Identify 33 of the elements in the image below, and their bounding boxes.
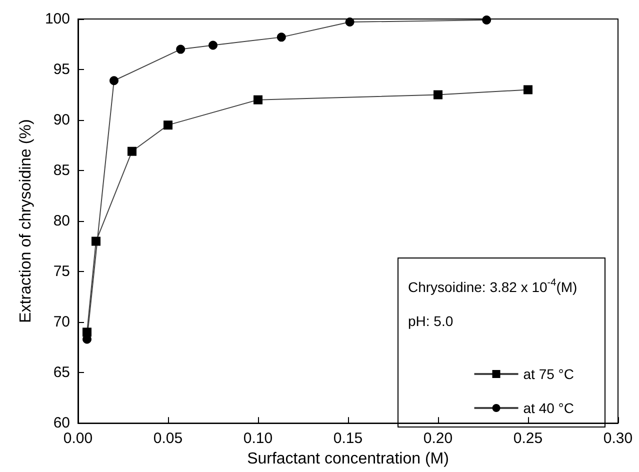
- y-tick-label: 80: [53, 212, 70, 230]
- point: [92, 236, 100, 246]
- x-tick-label: 0.10: [243, 430, 273, 448]
- point: [482, 16, 492, 25]
- y-tick-label: 75: [53, 263, 70, 280]
- y-tick-label: 85: [53, 162, 70, 180]
- point: [254, 95, 262, 104]
- point: [434, 90, 442, 100]
- legend-label: at 40 °C: [523, 400, 574, 416]
- x-tick-label: 0.30: [603, 430, 633, 448]
- point: [128, 146, 136, 156]
- point: [208, 40, 218, 50]
- point: [176, 44, 186, 54]
- y-tick-label: 95: [53, 61, 70, 78]
- point: [345, 18, 354, 27]
- y-tick-label: 100: [44, 10, 70, 28]
- x-tick-label: 0.05: [153, 430, 183, 448]
- x-axis-title: Surfactant concentration (M): [247, 450, 449, 468]
- point: [524, 85, 532, 94]
- x-tick-label: 0.20: [423, 430, 453, 448]
- point: [276, 32, 286, 42]
- y-tick-label: 90: [53, 112, 70, 129]
- point: [110, 76, 118, 86]
- y-tick-label: 65: [53, 364, 70, 382]
- x-tick-label: 0.00: [63, 430, 93, 448]
- x-tick-label: 0.15: [333, 430, 363, 448]
- legend-label: at 75 °C: [523, 366, 574, 382]
- y-tick-label: 70: [53, 314, 70, 331]
- y-axis-title: Extraction of chrysoidine (%): [18, 119, 35, 323]
- x-tick-label: 0.25: [513, 430, 543, 448]
- annotation: pH: 5.0: [408, 313, 454, 329]
- y-tick-label: 60: [53, 414, 70, 432]
- point: [164, 120, 172, 130]
